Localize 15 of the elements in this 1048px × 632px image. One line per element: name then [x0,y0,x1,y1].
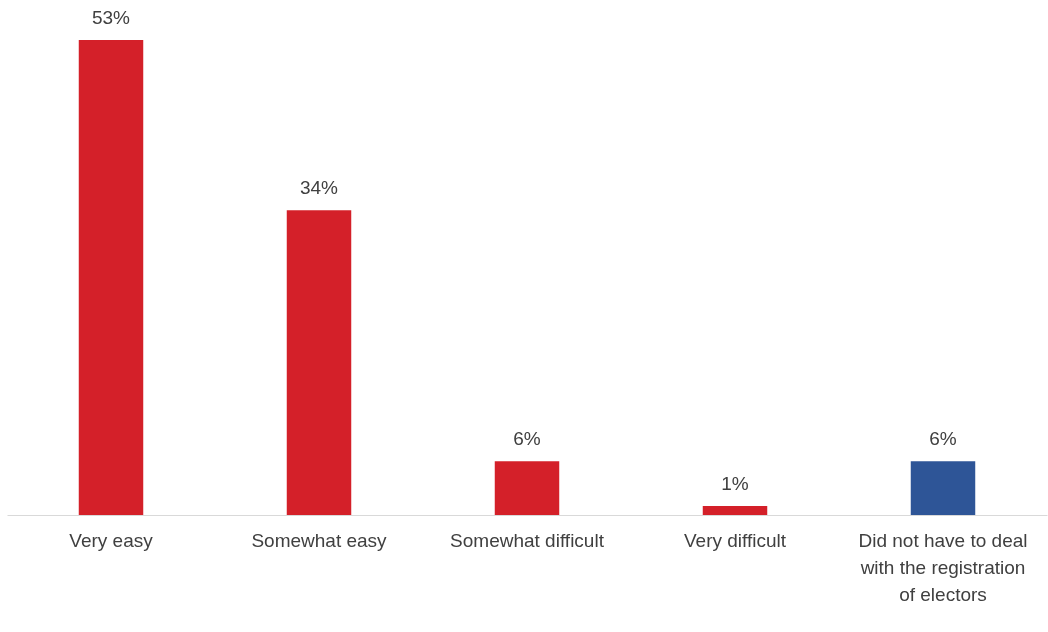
bar [494,461,560,515]
x-tick-label: Somewhat easy [251,529,388,551]
x-tick-label: Very easy [69,529,154,551]
data-label: 6% [929,428,957,450]
bar [910,461,976,515]
bar [286,210,352,515]
bar [702,506,768,515]
data-label: 53% [91,7,131,28]
x-tick-label: Did not have to deal with the registration of electors [858,529,1028,605]
data-label: 6% [513,428,541,450]
x-tick-label: Somewhat difficult [450,529,605,551]
data-label: 1% [721,473,749,495]
data-label: 34% [299,177,339,199]
x-tick-label: Very difficult [683,529,787,551]
bar [78,40,144,515]
